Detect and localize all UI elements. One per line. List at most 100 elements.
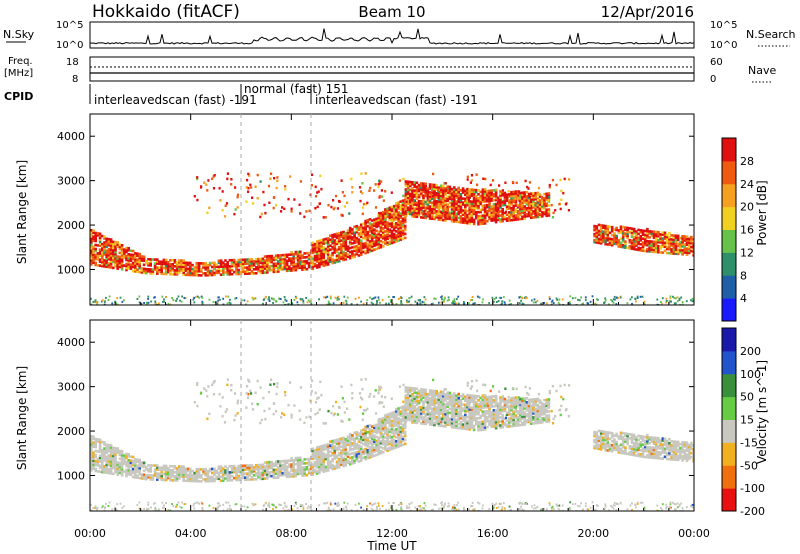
velocity-echo-cell [384,440,387,443]
velocity-echo-cell [153,470,157,473]
velocity-echo-cell [92,461,95,464]
power-echo-cell [147,262,150,265]
power-echo-cell [453,206,456,209]
power-echo-cell [370,225,374,228]
power-echo-cell [326,243,330,246]
power-echo-cell [96,256,100,259]
power-echo-cell [249,183,252,187]
velocity-echo-cell [105,463,108,467]
power-echo-cell [630,233,634,236]
freq-right-label: Nave [748,64,776,77]
velocity-echo-cell [241,472,245,476]
power-echo-cell [475,196,478,200]
velocity-echo-cell [191,469,194,473]
power-echo-cell [248,260,251,263]
power-echo-cell [502,296,505,299]
velocity-echo-cell [368,446,372,449]
power-echo-cell [186,267,190,271]
velocity-echo-cell [368,442,372,445]
power-echo-cell [384,218,387,221]
power-colorbar-label: Power [dB] [755,180,769,245]
power-echo-cell [435,216,438,219]
velocity-echo-cell [342,442,345,446]
power-echo-cell [690,239,693,243]
velocity-echo-cell [362,452,365,456]
velocity-echo-cell [182,479,185,482]
velocity-echo-cell [388,420,392,424]
power-echo-cell [100,300,103,303]
velocity-echo-cell [311,457,315,461]
power-echo-cell [641,241,645,244]
power-echo-cell [131,253,135,257]
power-echo-cell [101,244,104,248]
velocity-echo-cell [337,441,341,445]
velocity-echo-cell [342,446,345,450]
power-echo-cell [392,236,396,240]
velocity-echo-cell [395,420,398,423]
velocity-echo-cell [290,457,293,460]
velocity-echo-cell [348,432,352,436]
power-echo-cell [114,246,117,250]
power-echo-cell [534,209,537,213]
power-echo-cell [226,172,229,175]
power-echo-cell [285,255,289,259]
freq-strip: Freq. [MHz] 18 8 60 0 Nave [4,56,776,85]
velocity-echo-cell [379,441,383,445]
velocity-echo-cell [299,468,302,472]
power-echo-cell [114,256,117,260]
power-echo-cell [503,217,507,221]
velocity-echo-cell [290,465,293,468]
power-echo-cell [652,242,656,246]
power-echo-cell [189,273,192,277]
power-echo-cell [98,252,102,255]
power-echo-cell [477,199,480,202]
noise-strip: N.Sky 10^5 10^0 10^5 10^0 N.Search [3,20,796,51]
power-echo-cell [676,296,679,299]
power-echo-cell [384,236,387,239]
power-echo-cell [641,245,645,248]
power-echo-cell [101,262,104,266]
power-echo-cell [641,237,645,240]
velocity-echo-cell [200,468,203,471]
power-echo-cell [442,196,445,200]
power-echo-cell [233,212,236,216]
velocity-echo-cell [301,466,304,469]
velocity-echo-cell [311,451,315,455]
velocity-echo-cell [326,447,330,450]
velocity-echo-cell [433,421,436,425]
velocity-echo-cell [411,405,414,408]
velocity-echo-cell [131,461,135,465]
power-echo-cell [459,195,462,199]
velocity-echo-cell [411,411,414,414]
power-echo-cell [90,231,93,234]
power-echo-cell [630,235,634,238]
power-echo-cell [149,270,152,273]
velocity-echo-cell [90,465,93,468]
power-echo-cell [527,198,531,202]
power-echo-cell [322,238,326,241]
power-echo-cell [455,188,458,191]
power-echo-cell [619,225,623,229]
power-echo-cell [131,255,135,259]
power-echo-cell [357,240,361,243]
power-echo-cell [370,243,374,246]
velocity-echo-cell [344,462,348,465]
velocity-echo-cell [112,448,115,452]
velocity-echo-cell [283,461,287,465]
velocity-echo-cell [109,460,113,463]
power-echo-cell [235,272,238,276]
power-echo-cell [635,248,638,251]
power-echo-cell [257,265,260,269]
velocity-echo-cell [379,435,383,439]
power-echo-cell [409,188,412,192]
power-echo-cell [167,260,170,264]
power-echo-cell [470,188,474,191]
velocity-echo-cell [305,465,309,469]
velocity-echo-cell [313,448,317,452]
power-echo-cell [510,194,513,198]
power-echo-cell [457,194,460,198]
velocity-echo-cell [279,464,282,467]
velocity-echo-cell [411,401,414,404]
velocity-echo-cell [359,433,363,437]
power-colorbar-tick: 4 [740,292,747,305]
